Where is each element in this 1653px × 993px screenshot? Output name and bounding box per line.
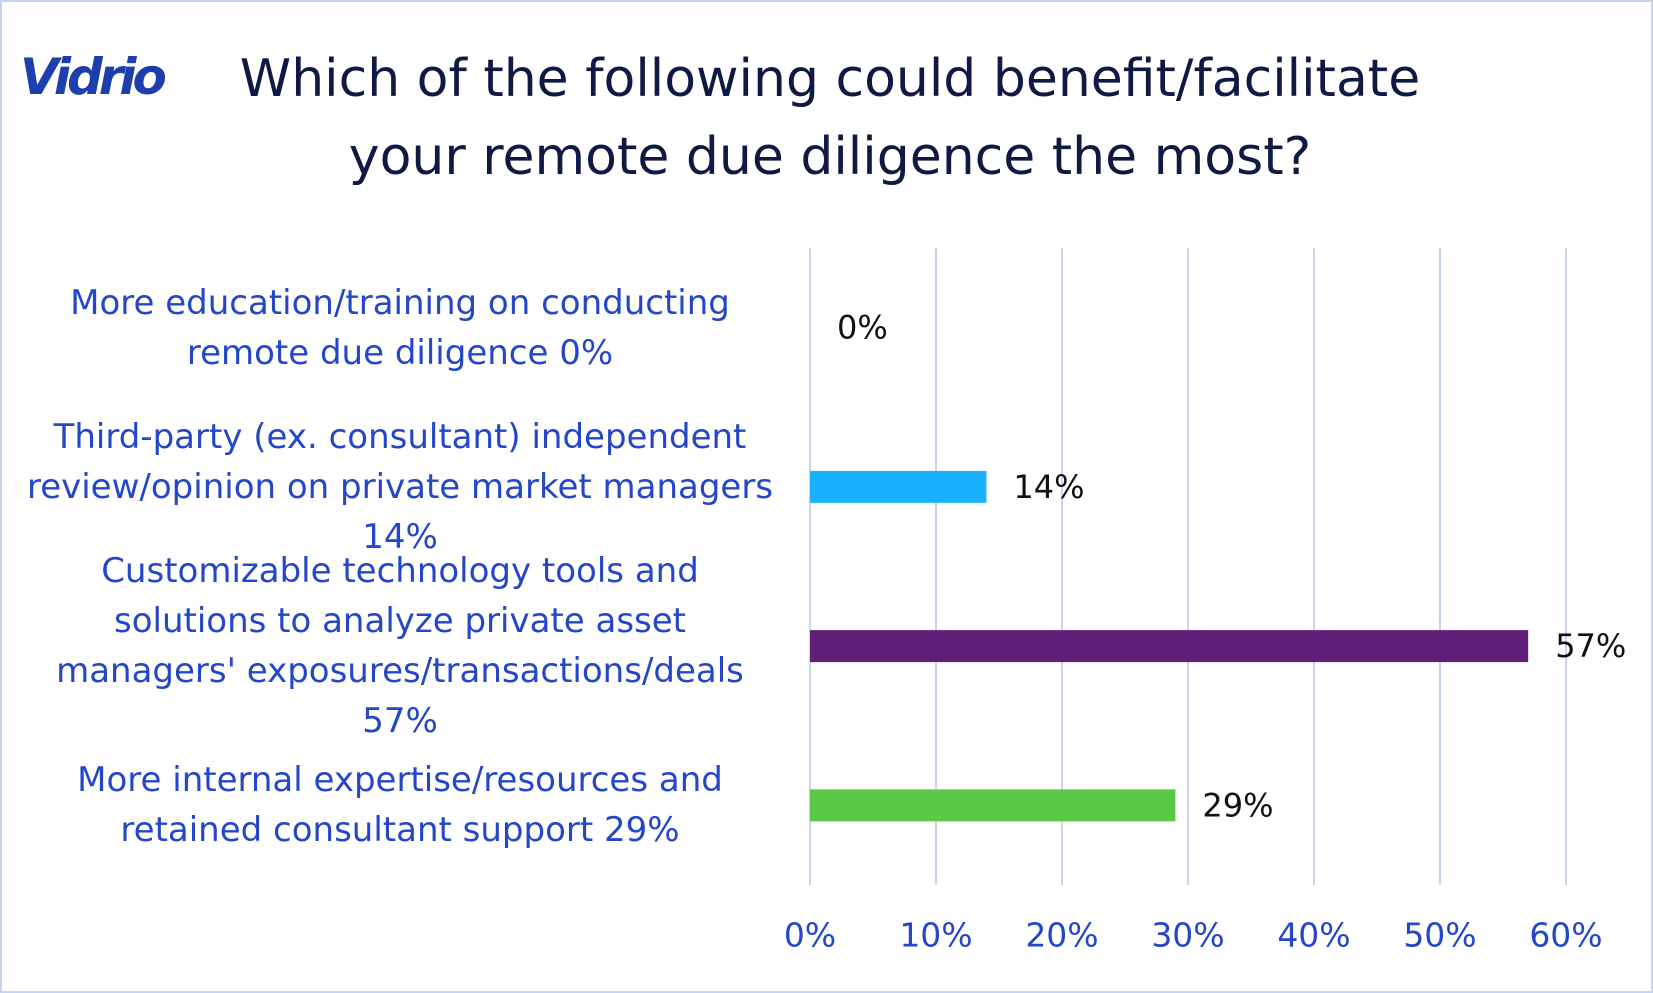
category-label: More internal expertise/resources and re…: [77, 760, 723, 851]
category-label: Customizable technology tools and soluti…: [56, 551, 744, 742]
bar: [810, 470, 987, 503]
x-tick-label: 40%: [1277, 916, 1350, 955]
category-label: Third-party (ex. consultant) independent…: [26, 416, 774, 557]
value-label: 0%: [837, 309, 888, 347]
x-tick-label: 50%: [1403, 916, 1476, 955]
bar: [810, 630, 1529, 663]
x-tick-label: 60%: [1529, 916, 1602, 955]
chart-title: Which of the following could benefit/fac…: [239, 49, 1421, 187]
bar: [810, 789, 1176, 822]
x-tick-label: 20%: [1025, 916, 1098, 955]
value-label: 29%: [1202, 786, 1273, 824]
x-tick-label: 0%: [784, 916, 836, 955]
x-tick-label: 30%: [1151, 916, 1224, 955]
category-label: More education/training on conducting re…: [70, 282, 730, 373]
value-label: 57%: [1555, 627, 1626, 665]
value-label: 14%: [1013, 468, 1084, 506]
logo: Vidrio: [20, 48, 167, 106]
x-tick-label: 10%: [899, 916, 972, 955]
